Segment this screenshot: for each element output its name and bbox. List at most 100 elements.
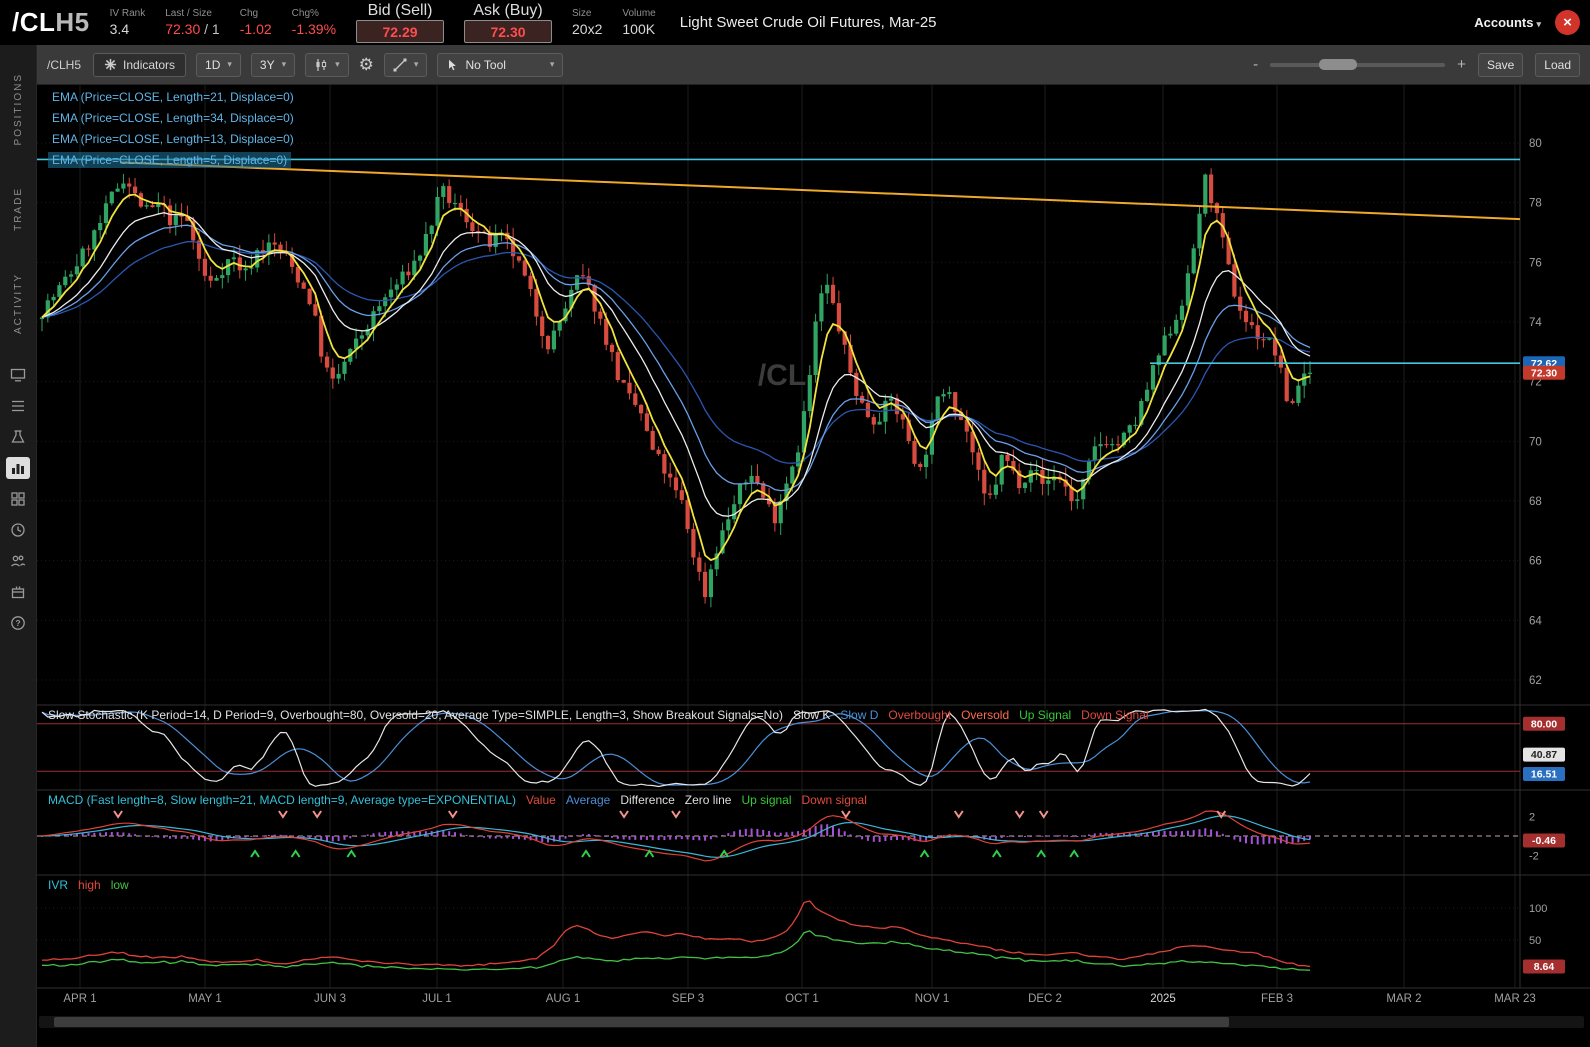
charts-icon[interactable] (6, 457, 30, 480)
bid-box[interactable]: Bid (Sell) 72.29 (356, 2, 445, 43)
chart-type-dropdown[interactable]: ▾ (305, 52, 349, 77)
field-volume: Volume 100K (622, 8, 655, 37)
monitor-icon[interactable] (6, 364, 30, 386)
symbol-contract: H5 (55, 7, 90, 37)
chevron-down-icon: ▾ (413, 59, 419, 69)
svg-text:50: 50 (1529, 935, 1541, 947)
ema-5-label[interactable]: EMA (Price=CLOSE, Length=5, Displace=0) (48, 152, 292, 168)
bid-value[interactable]: 72.29 (356, 20, 445, 43)
widgets-box-icon[interactable] (6, 581, 30, 603)
analyze-flask-icon[interactable] (6, 426, 30, 448)
active-tool-dropdown[interactable]: No Tool ▾ (437, 52, 564, 77)
svg-text:72.30: 72.30 (1531, 367, 1557, 379)
svg-text:MAY 1: MAY 1 (188, 993, 221, 1005)
svg-text:DEC 2: DEC 2 (1028, 993, 1062, 1005)
panic-button[interactable]: × (1555, 10, 1580, 35)
chevron-down-icon: ▾ (1536, 19, 1541, 29)
close-icon: × (1563, 14, 1572, 31)
chart-area[interactable]: /CL 80 78 76 74 72 70 68 66 64 62 2 -2 100 50 APR 1 MAY … (37, 85, 1590, 1013)
svg-text:JUL 1: JUL 1 (422, 993, 452, 1005)
history-clock-icon[interactable] (6, 519, 30, 541)
ema-21-label[interactable]: EMA (Price=CLOSE, Length=21, Displace=0) (52, 90, 294, 104)
sidebar-tab-positions[interactable]: POSITIONS (12, 73, 24, 146)
svg-text:100: 100 (1529, 903, 1547, 915)
timeframe-dropdown[interactable]: 1D ▾ (196, 52, 241, 77)
chg-value: -1.02 (239, 20, 272, 37)
stoch-down-signal-label: Down Signal (1081, 708, 1149, 722)
svg-text:66: 66 (1529, 556, 1542, 568)
macd-legend[interactable]: MACD (Fast length=8, Slow length=21, MAC… (48, 793, 867, 807)
svg-text:APR 1: APR 1 (63, 993, 96, 1005)
svg-text:2: 2 (1529, 812, 1535, 824)
scrollbar-handle[interactable] (54, 1017, 1229, 1027)
candlestick-chart-icon (316, 58, 327, 71)
chg-label: Chg (239, 7, 259, 19)
svg-text:JUN 3: JUN 3 (314, 993, 346, 1005)
last-size-label: Last / Size (165, 7, 212, 19)
help-icon[interactable]: ? (6, 612, 30, 634)
volume-label: Volume (622, 7, 656, 19)
svg-text:2025: 2025 (1150, 993, 1176, 1005)
zoom-out-button[interactable]: - (1253, 56, 1259, 73)
instrument-description: Light Sweet Crude Oil Futures, Mar-25 (679, 14, 937, 31)
chart-h-scrollbar[interactable] (39, 1016, 1584, 1028)
zoom-in-button[interactable]: + (1457, 56, 1466, 73)
macd-up-signal-label: Up signal (741, 793, 792, 807)
slow-k-label: Slow K (793, 708, 831, 722)
ivr-high-label: high (78, 878, 101, 892)
ivr-title: IVR (48, 878, 69, 892)
svg-text:16.51: 16.51 (1531, 769, 1557, 781)
sidebar-tab-activity[interactable]: ACTIVITY (12, 273, 24, 335)
indicators-button[interactable]: Indicators (93, 52, 187, 77)
svg-text:MAR 2: MAR 2 (1386, 993, 1421, 1005)
field-chg: Chg -1.02 (240, 8, 272, 37)
chg-pct-label: Chg% (291, 7, 319, 19)
zoom-slider-handle[interactable] (1319, 58, 1358, 70)
ivr-low-label: low (110, 878, 129, 892)
stoch-up-signal-label: Up Signal (1019, 708, 1072, 722)
macd-value-label: Value (526, 793, 556, 807)
svg-text:FEB 3: FEB 3 (1261, 993, 1293, 1005)
ask-box[interactable]: Ask (Buy) 72.30 (464, 2, 553, 43)
accounts-dropdown[interactable]: Accounts ▾ (1474, 15, 1541, 30)
ema-13-label[interactable]: EMA (Price=CLOSE, Length=13, Displace=0) (52, 132, 294, 146)
stochastic-legend[interactable]: Slow Stochastic (K Period=14, D Period=9… (48, 708, 1149, 722)
ivr-legend[interactable]: IVR high low (48, 878, 129, 892)
oversold-label: Oversold (961, 708, 1010, 722)
ema-34-label[interactable]: EMA (Price=CLOSE, Length=34, Displace=0) (52, 111, 294, 125)
last-size-value: 72.30 / 1 (165, 20, 220, 37)
volume-value: 100K (622, 20, 656, 37)
chart-settings-gear-icon[interactable]: ⚙ (358, 55, 374, 74)
trendline-tool-icon (393, 58, 407, 71)
field-iv-rank: IV Rank 3.4 (110, 8, 146, 37)
svg-text:74: 74 (1529, 317, 1542, 329)
community-people-icon[interactable] (6, 550, 30, 572)
size-label: Size (572, 7, 592, 19)
overbought-label: Overbought (888, 708, 952, 722)
svg-text:40.87: 40.87 (1531, 749, 1557, 761)
svg-text:-2: -2 (1529, 851, 1539, 863)
symbol-root: /CL (12, 7, 56, 37)
load-button[interactable]: Load (1535, 52, 1580, 77)
zoom-slider[interactable] (1270, 58, 1446, 70)
dashboard-grid-icon[interactable] (6, 488, 30, 510)
stochastic-title: Slow Stochastic (K Period=14, D Period=9… (48, 708, 783, 722)
svg-text:78: 78 (1529, 198, 1542, 210)
ask-value[interactable]: 72.30 (464, 20, 553, 43)
range-dropdown[interactable]: 3Y ▾ (250, 52, 296, 77)
cursor-pointer-icon (449, 59, 457, 70)
chevron-down-icon: ▾ (227, 59, 232, 69)
svg-text:80: 80 (1529, 138, 1542, 150)
svg-text:SEP 3: SEP 3 (672, 993, 704, 1005)
macd-down-signal-label: Down signal (801, 793, 867, 807)
drawing-tools-dropdown[interactable]: ▾ (383, 52, 428, 77)
macd-difference-label: Difference (620, 793, 675, 807)
svg-text:?: ? (15, 618, 20, 628)
macd-title: MACD (Fast length=8, Slow length=21, MAC… (48, 793, 517, 807)
field-size: Size 20x2 (572, 8, 602, 37)
sidebar-tab-trade[interactable]: TRADE (12, 187, 24, 232)
save-button[interactable]: Save (1477, 52, 1524, 77)
watchlist-icon[interactable] (6, 395, 30, 417)
